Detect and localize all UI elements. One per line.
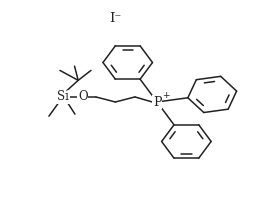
Text: P: P — [153, 95, 161, 109]
Text: +: + — [162, 91, 170, 100]
Text: O: O — [78, 90, 88, 103]
Text: I⁻: I⁻ — [109, 12, 122, 26]
Text: Si: Si — [57, 90, 69, 103]
